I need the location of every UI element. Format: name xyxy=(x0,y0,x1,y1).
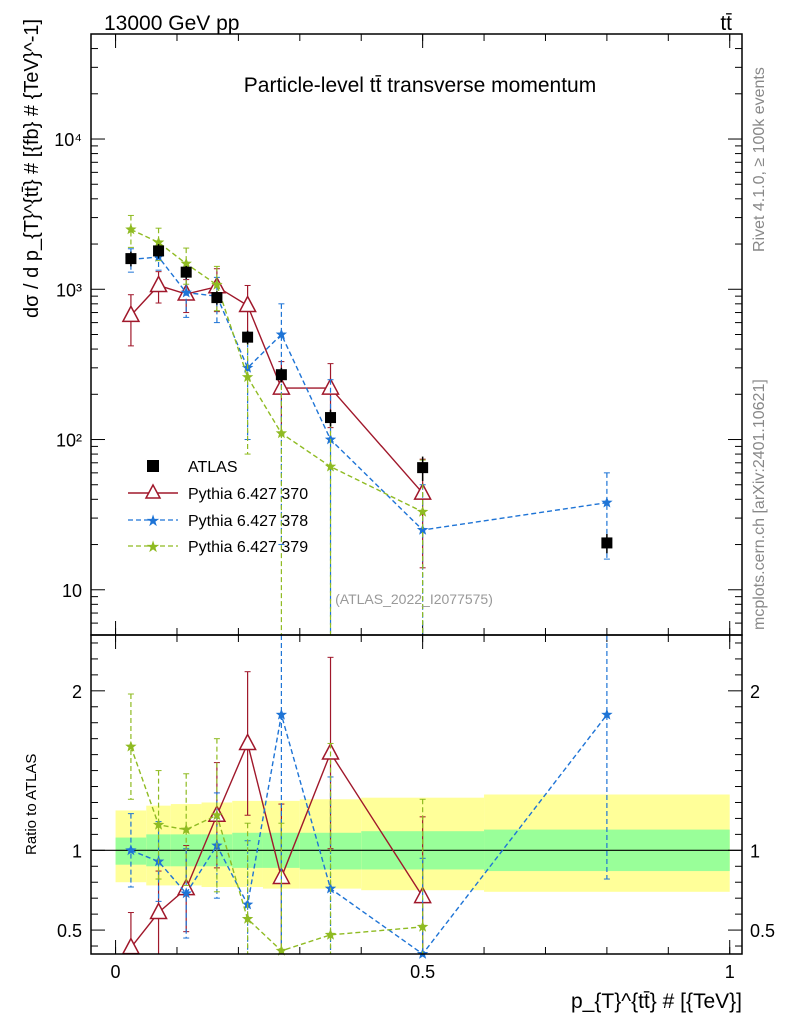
series-ratio-point xyxy=(149,901,168,920)
header-energy: 13000 GeV pp xyxy=(104,12,239,35)
x-tick-label: 0.5 xyxy=(410,962,435,982)
legend-entry-370: Pythia 6.427 370 xyxy=(128,483,308,503)
series-point xyxy=(121,304,141,323)
series-point xyxy=(180,257,192,269)
ratio-tick-label-right: 1 xyxy=(750,841,760,861)
series-layer xyxy=(121,214,613,959)
y-tick-label: 10⁴ xyxy=(54,130,82,150)
series-point xyxy=(321,377,340,395)
data-point xyxy=(417,462,429,474)
ratio-tick-label: 1 xyxy=(72,841,82,861)
legend-label-378: Pythia 6.427 378 xyxy=(188,513,308,530)
series-ratio-point xyxy=(275,944,288,956)
series-ratio-point xyxy=(275,708,288,720)
legend-label-atlas: ATLAS xyxy=(188,459,238,476)
chart-title: Particle-level tt̄ transverse momentum xyxy=(244,74,596,97)
legend-marker-379: ★ xyxy=(146,539,160,556)
ratio-axis-label: Ratio to ATLAS xyxy=(23,754,40,855)
series-point xyxy=(180,286,192,298)
ratio-tick-label-right: 2 xyxy=(750,682,760,702)
legend-entry-379: ★ Pythia 6.427 379 xyxy=(128,539,308,556)
series-ratio-point xyxy=(125,844,137,856)
series-point xyxy=(275,328,288,340)
ratio-tick-label: 2 xyxy=(72,682,82,702)
axes-ticks: 0 0.5 1 10 10² 10³ 10⁴ 0.5 0.5 1 1 2 2 xyxy=(54,33,775,982)
series-ratio-point xyxy=(152,818,165,830)
data-point xyxy=(180,266,192,278)
series-point xyxy=(238,294,257,313)
data-point xyxy=(325,412,337,424)
legend-marker-378: ★ xyxy=(146,513,160,530)
series-ratio-point xyxy=(238,732,257,751)
ratio-tick-label-right: 0.5 xyxy=(750,921,775,941)
series-point xyxy=(241,371,254,382)
y-axis-label: dσ / d p_{T}^{tt̄} # [{fb} # {TeV}^-1] xyxy=(21,19,43,318)
series-point xyxy=(416,505,429,517)
ratio-tick-label: 0.5 xyxy=(57,921,82,941)
mcplots-label: mcplots.cern.ch [arXiv:2401.10621] xyxy=(751,379,768,630)
series-ratio-point xyxy=(180,823,192,835)
legend-entry-atlas: ATLAS xyxy=(147,459,238,476)
series-ratio-point xyxy=(416,920,429,932)
data-point xyxy=(153,245,165,257)
data-point xyxy=(242,331,254,343)
data-point xyxy=(601,537,613,549)
legend-label-379: Pythia 6.427 379 xyxy=(188,539,308,556)
series-line xyxy=(130,256,607,531)
series-ratio-point xyxy=(601,708,613,720)
series-ratio-point xyxy=(180,887,192,899)
series-ratio-point xyxy=(211,809,223,821)
series-ratio-line xyxy=(130,741,424,949)
rivet-label: Rivet 4.1.0, ≥ 100k events xyxy=(751,67,768,252)
legend-entry-378: ★ Pythia 6.427 378 xyxy=(128,513,308,530)
series-ratio-point xyxy=(241,912,254,924)
series-point xyxy=(275,427,288,439)
series-point xyxy=(152,236,165,248)
series-point xyxy=(601,496,613,508)
series-point xyxy=(413,482,432,500)
series-point xyxy=(324,460,337,472)
data-point xyxy=(211,292,223,304)
series-point xyxy=(149,274,168,293)
data-point xyxy=(125,253,137,265)
series-point xyxy=(211,278,223,290)
legend-label-370: Pythia 6.427 370 xyxy=(188,486,308,503)
ratio-frame xyxy=(90,634,743,955)
watermark: (ATLAS_2022_I2077575) xyxy=(335,591,493,607)
series-point xyxy=(416,524,429,535)
x-tick-label: 0 xyxy=(111,962,121,982)
series-ratio-point xyxy=(324,928,337,940)
legend-marker-atlas xyxy=(147,460,159,472)
y-tick-label: 10 xyxy=(62,581,82,601)
x-tick-label: 1 xyxy=(725,962,735,982)
legend-marker-370 xyxy=(144,483,162,499)
header-process: tt̄ xyxy=(720,12,732,35)
data-point xyxy=(275,369,287,381)
legend: ATLAS Pythia 6.427 370 ★ Pythia 6.427 37… xyxy=(128,459,308,556)
series-ratio-point xyxy=(125,740,137,752)
y-tick-label: 10³ xyxy=(56,280,82,300)
x-axis-label: p_{T}^{tt̄} # [{TeV}] xyxy=(571,990,742,1013)
y-tick-label: 10² xyxy=(56,431,82,451)
series-point xyxy=(125,223,137,235)
